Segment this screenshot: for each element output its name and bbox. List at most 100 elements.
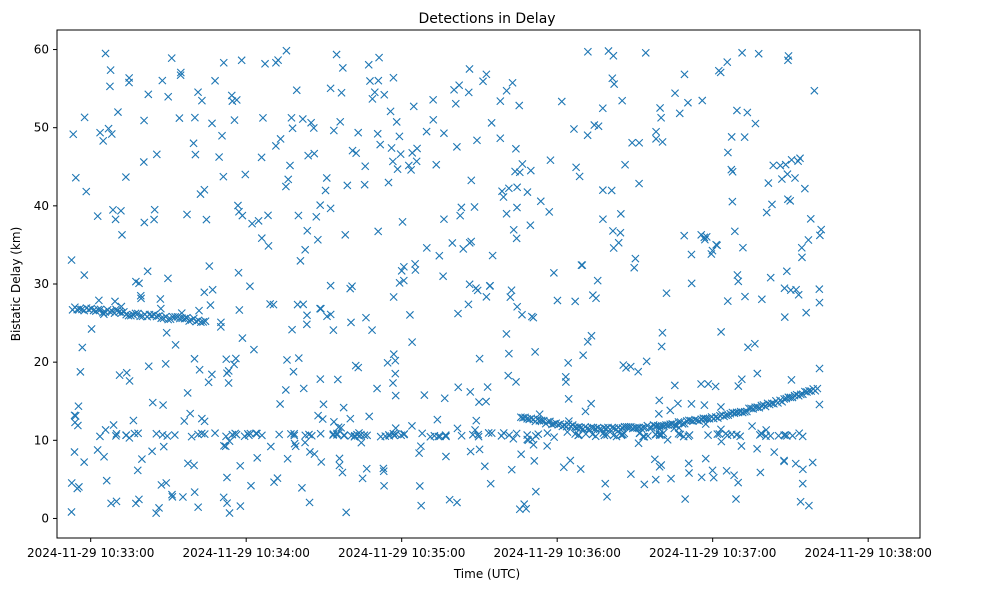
data-point (713, 241, 722, 250)
data-point (753, 403, 762, 412)
data-point (137, 455, 146, 464)
data-point (486, 281, 495, 290)
data-point (388, 157, 397, 166)
data-point (529, 440, 538, 449)
data-point (753, 369, 762, 378)
data-point (112, 497, 121, 506)
data-point (800, 184, 809, 193)
data-point (190, 113, 199, 122)
data-point (223, 369, 231, 378)
data-point (183, 388, 192, 397)
data-point (737, 441, 746, 450)
data-point (797, 243, 806, 252)
data-point (561, 372, 570, 381)
data-point (230, 116, 239, 125)
data-point (71, 418, 79, 427)
data-point (221, 442, 230, 451)
data-point (251, 429, 260, 438)
data-point (487, 429, 496, 438)
data-point (608, 423, 617, 432)
data-point (717, 437, 726, 446)
data-point (750, 339, 759, 348)
data-point (200, 417, 209, 426)
data-point (591, 432, 600, 441)
data-point (222, 473, 231, 482)
data-point (361, 162, 370, 171)
data-point (194, 88, 203, 97)
data-point (440, 394, 449, 403)
data-point (608, 226, 617, 235)
y-tick-label: 20 (34, 355, 49, 369)
data-point (770, 448, 779, 457)
data-point (189, 314, 198, 323)
data-point (507, 286, 516, 295)
data-point (230, 360, 239, 369)
data-point (581, 407, 590, 416)
data-point (167, 490, 176, 499)
data-point (254, 216, 263, 225)
data-point (238, 334, 247, 343)
data-point (113, 108, 122, 117)
data-point (740, 133, 749, 142)
data-point (326, 204, 335, 213)
data-point (513, 302, 522, 311)
data-point (523, 431, 532, 440)
data-point (187, 432, 196, 441)
data-point (219, 493, 228, 502)
data-point (504, 184, 513, 193)
data-point (261, 59, 270, 68)
data-point (522, 504, 531, 513)
data-point (598, 215, 607, 224)
data-point (587, 331, 596, 340)
data-point (435, 251, 444, 260)
data-point (466, 387, 475, 396)
data-point (727, 132, 736, 141)
data-point (738, 48, 747, 57)
data-point (270, 478, 279, 487)
data-point (475, 398, 483, 407)
data-point (470, 203, 479, 211)
data-point (511, 144, 520, 153)
data-point (314, 411, 323, 420)
data-point (129, 416, 138, 425)
data-point (564, 394, 573, 403)
data-point (195, 365, 204, 374)
data-point (698, 96, 707, 105)
data-point (526, 166, 535, 175)
y-tick-label: 30 (34, 277, 49, 291)
data-point (504, 349, 513, 358)
data-point (497, 431, 506, 440)
data-point (136, 312, 145, 321)
data-point (571, 430, 580, 438)
x-tick-label: 2024-11-29 10:34:00 (182, 546, 309, 560)
data-point (200, 185, 209, 194)
data-point (748, 422, 757, 431)
data-point (96, 305, 105, 314)
x-tick-label: 2024-11-29 10:37:00 (649, 546, 776, 560)
data-point (266, 299, 275, 308)
data-point (619, 361, 628, 370)
data-point (380, 90, 389, 99)
data-point (298, 115, 307, 124)
data-point (310, 450, 319, 459)
data-point (587, 399, 596, 408)
data-point (343, 181, 352, 190)
data-point (238, 211, 247, 220)
data-point (405, 310, 414, 319)
data-point (483, 383, 492, 392)
data-point (117, 308, 126, 317)
data-point (219, 58, 228, 67)
data-point (815, 231, 824, 240)
data-point (415, 481, 424, 490)
data-point (655, 462, 664, 471)
data-point (467, 176, 476, 185)
data-point (487, 118, 496, 127)
data-point (305, 498, 314, 507)
data-point (122, 310, 131, 319)
data-point (121, 173, 130, 182)
data-point (454, 383, 463, 392)
data-point (347, 318, 355, 327)
data-point (218, 131, 226, 140)
data-point (93, 445, 102, 454)
data-point (219, 441, 228, 450)
